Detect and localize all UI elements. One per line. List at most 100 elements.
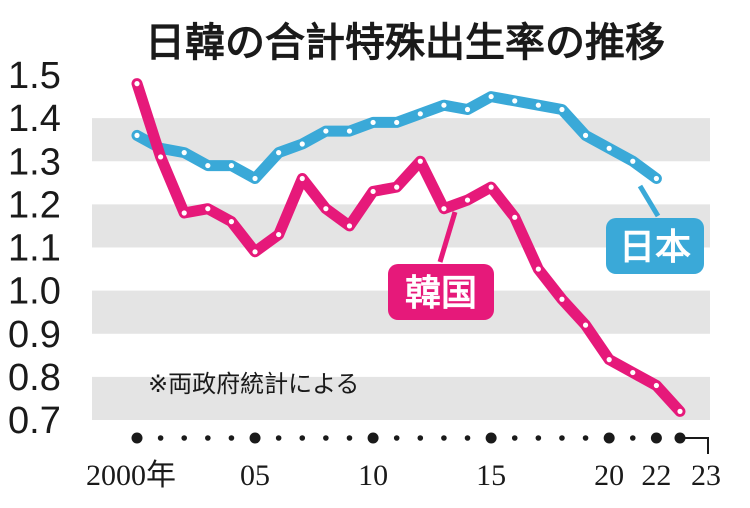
y-tick-label: 0.7 [8, 400, 61, 442]
korea-point [606, 357, 612, 363]
korea-point [582, 322, 589, 328]
japan-point [346, 128, 353, 134]
x-tick-label: 20 [594, 459, 624, 492]
x-tick-label: 22 [641, 459, 671, 492]
korea-point [464, 197, 471, 203]
x-axis-dot [417, 435, 424, 441]
x-axis-dot [441, 435, 447, 441]
source-note: ※両政府統計による [148, 370, 359, 398]
japan-point [323, 128, 329, 134]
korea-point [394, 184, 400, 190]
japan-point [582, 132, 589, 138]
y-tick-label: 0.8 [8, 357, 61, 399]
series-lines [131, 78, 686, 417]
korea-point [417, 158, 423, 164]
japan-point [535, 102, 541, 108]
japan-point [417, 111, 423, 117]
y-tick-label: 1.4 [8, 98, 61, 140]
x-axis-dot [157, 435, 164, 441]
japan-point [252, 175, 258, 182]
x-axis-dot [228, 435, 235, 441]
japan-point [134, 132, 140, 138]
grid-band [92, 376, 710, 420]
korea-point [323, 206, 329, 212]
korea-point [134, 81, 140, 87]
korea-point [488, 184, 494, 190]
korea-point [276, 231, 282, 238]
japan-point [228, 162, 235, 169]
korea-line [131, 78, 686, 417]
japan-label: 日本 [619, 227, 691, 268]
japan-point [299, 141, 305, 147]
japan-label-box [606, 218, 704, 274]
japan-point [181, 150, 187, 156]
korea-point [535, 266, 541, 272]
x-axis-dot [346, 435, 353, 441]
x-axis-dot [650, 432, 662, 444]
korea-point [559, 296, 565, 302]
korea-label-box [388, 264, 494, 320]
korea-point [677, 408, 683, 414]
japan-point [488, 93, 494, 100]
x-axis-dot [275, 435, 282, 441]
y-tick-label: 1.2 [8, 184, 61, 226]
y-tick-label: 1.1 [8, 228, 61, 270]
japan-point [653, 175, 659, 182]
x-axis-dot [582, 435, 589, 441]
x-axis-dot [367, 432, 379, 444]
x-tick-label: 15 [476, 459, 506, 492]
korea-label-pointer [437, 211, 458, 263]
japan-point [464, 106, 471, 113]
x-tick-label: 10 [358, 459, 388, 492]
korea-point [441, 206, 447, 212]
y-tick-label: 1.3 [8, 141, 61, 183]
x-axis-dot [181, 435, 188, 441]
japan-point [205, 162, 211, 169]
x-axis-dot [511, 435, 518, 441]
x-axis-dot [485, 432, 497, 444]
japan-point [370, 119, 376, 126]
y-tick-label: 1.0 [8, 271, 61, 313]
japan-point [394, 119, 400, 126]
japan-point [512, 98, 518, 104]
japan-point [276, 150, 282, 156]
x-tick-label: 05 [240, 459, 270, 492]
korea-point [370, 188, 376, 195]
korea-point [158, 154, 164, 160]
korea-point [346, 223, 353, 229]
korea-point [205, 206, 211, 212]
korea-point [181, 210, 187, 216]
korea-point [299, 175, 305, 182]
japan-point [606, 145, 612, 151]
x-axis-dot [559, 435, 565, 441]
korea-label: 韓国 [405, 273, 477, 314]
japan-point [630, 158, 636, 164]
x-axis-dot [205, 435, 211, 441]
x-tick-label: 23 [691, 459, 721, 492]
y-tick-label: 1.5 [8, 55, 61, 97]
x-axis-dot [323, 435, 329, 441]
x-axis-dot [464, 435, 471, 441]
x-axis-dot [249, 432, 261, 444]
korea-point [512, 214, 518, 220]
korea-point [228, 219, 235, 225]
japan-label-pointer [637, 184, 661, 218]
x-axis-dot [535, 435, 542, 441]
x-axis: 2000年 05 10 15 20 22 23 [86, 432, 721, 492]
korea-point [630, 369, 636, 376]
x-axis-dot [131, 432, 143, 444]
y-axis-ticks: 1.51.41.31.21.11.00.90.80.7 [8, 55, 61, 442]
korea-point [252, 249, 258, 255]
x-tick-label: 2000年 [86, 459, 176, 492]
japan-point [441, 102, 447, 108]
chart-title: 日韓の合計特殊出生率の推移 [145, 20, 665, 66]
x-axis-bracket [680, 437, 709, 454]
x-axis-dot [393, 435, 400, 441]
y-tick-label: 0.9 [8, 314, 61, 356]
x-axis-dot [629, 435, 636, 441]
japan-point [559, 106, 565, 113]
korea-point [653, 382, 659, 389]
x-axis-dot [299, 435, 306, 441]
x-axis-dot [603, 432, 615, 444]
